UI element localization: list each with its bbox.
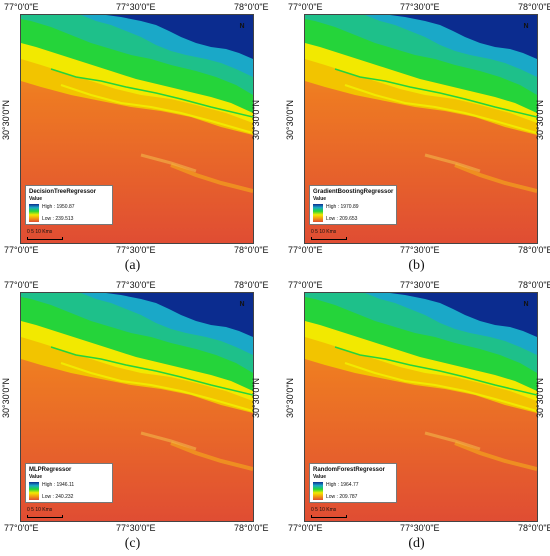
- map-panel: 77°0'0"E 77°30'0"E 78°0'0"E 30°30'0"N N: [284, 0, 550, 275]
- lat-tick-left: 30°30'0"N: [285, 99, 295, 140]
- scale-bar-line: [311, 237, 347, 240]
- scale-bar-label: 0 5 10 Kms: [311, 229, 337, 235]
- legend-color-ramp: [313, 482, 323, 500]
- legend-low: Low : 239.513: [42, 216, 74, 222]
- map-panel: 77°0'0"E 77°30'0"E 78°0'0"E 30°30'0"N N: [284, 278, 550, 553]
- legend-high: High : 1970.89: [326, 204, 359, 210]
- scale-bar-label: 0 5 10 Kms: [311, 507, 337, 513]
- legend-low: Low : 209.653: [326, 216, 358, 222]
- legend: MLPRegressor Value High : 1946.11 Low : …: [25, 463, 113, 503]
- elevation-raster: [21, 15, 253, 243]
- north-arrow-icon: N: [521, 23, 531, 43]
- lon-tick-top-middle: 77°30'0"E: [116, 2, 156, 12]
- north-arrow-icon: N: [237, 301, 247, 321]
- scale-bar: 0 5 10 Kms: [27, 229, 87, 243]
- lon-tick-top-right: 78°0'0"E: [518, 2, 550, 12]
- legend-low: Low : 209.787: [326, 494, 358, 500]
- legend-title: GradientBoostingRegressor: [313, 189, 394, 195]
- legend-title: RandomForestRegressor: [313, 467, 386, 473]
- legend-high: High : 1964.77: [326, 482, 359, 488]
- lon-tick-top-middle: 77°30'0"E: [400, 2, 440, 12]
- lon-tick-top-right: 78°0'0"E: [234, 280, 269, 290]
- legend-color-ramp: [313, 204, 323, 222]
- panel-caption: (b): [408, 258, 425, 273]
- legend: DecisionTreeRegressor Value High : 1950.…: [25, 185, 113, 225]
- lon-tick-bottom-middle: 77°30'0"E: [116, 245, 156, 255]
- lon-tick-bottom-right: 78°0'0"E: [234, 523, 269, 533]
- lon-tick-bottom-left: 77°0'0"E: [4, 523, 39, 533]
- legend-title: DecisionTreeRegressor: [29, 189, 97, 195]
- map-panel: 77°0'0"E 77°30'0"E 78°0'0"E 30°30'0"N N: [0, 0, 269, 275]
- legend-value-label: Value: [313, 474, 327, 480]
- lon-tick-bottom-left: 77°0'0"E: [4, 245, 39, 255]
- north-letter: N: [523, 23, 529, 30]
- north-arrow-icon: N: [237, 23, 247, 43]
- legend-value-label: Value: [29, 196, 43, 202]
- map-panel: 77°0'0"E 77°30'0"E 78°0'0"E 30°30'0"N N: [0, 278, 269, 553]
- lon-tick-bottom-right: 78°0'0"E: [518, 245, 550, 255]
- lat-tick-left: 30°30'0"N: [285, 377, 295, 418]
- legend-title: MLPRegressor: [29, 467, 72, 473]
- elevation-raster: [21, 293, 253, 521]
- scale-bar: 0 5 10 Kms: [311, 229, 371, 243]
- legend: RandomForestRegressor Value High : 1964.…: [309, 463, 397, 503]
- lon-tick-top-middle: 77°30'0"E: [400, 280, 440, 290]
- north-letter: N: [239, 23, 245, 30]
- legend-color-ramp: [29, 482, 39, 500]
- lon-tick-top-left: 77°0'0"E: [288, 280, 323, 290]
- scale-bar-line: [27, 237, 63, 240]
- scale-bar-label: 0 5 10 Kms: [27, 229, 53, 235]
- map-frame: N DecisionTreeRegressor Value High : 195…: [20, 14, 254, 244]
- lat-tick-right: 30°30'0"N: [251, 99, 261, 140]
- map-frame: N GradientBoostingRegressor Value High :…: [304, 14, 538, 244]
- map-frame: N MLPRegressor Value High : 1946.11 Low …: [20, 292, 254, 522]
- map-frame: N RandomForestRegressor Value High : 196…: [304, 292, 538, 522]
- lon-tick-bottom-middle: 77°30'0"E: [116, 523, 156, 533]
- lon-tick-bottom-middle: 77°30'0"E: [400, 245, 440, 255]
- lat-tick-right: 30°30'0"N: [535, 377, 545, 418]
- scale-bar-label: 0 5 10 Kms: [27, 507, 53, 513]
- panel-caption: (c): [124, 536, 141, 551]
- scale-bar-line: [311, 515, 347, 518]
- lat-tick-left: 30°30'0"N: [1, 99, 11, 140]
- lon-tick-top-middle: 77°30'0"E: [116, 280, 156, 290]
- lat-tick-right: 30°30'0"N: [251, 377, 261, 418]
- lon-tick-bottom-left: 77°0'0"E: [288, 245, 323, 255]
- panel-caption: (d): [408, 536, 425, 551]
- lon-tick-bottom-middle: 77°30'0"E: [400, 523, 440, 533]
- north-arrow-icon: N: [521, 301, 531, 321]
- north-letter: N: [523, 301, 529, 308]
- lon-tick-bottom-right: 78°0'0"E: [518, 523, 550, 533]
- lon-tick-bottom-right: 78°0'0"E: [234, 245, 269, 255]
- lon-tick-top-right: 78°0'0"E: [234, 2, 269, 12]
- lon-tick-top-left: 77°0'0"E: [4, 2, 39, 12]
- scale-bar: 0 5 10 Kms: [311, 507, 371, 521]
- legend-high: High : 1946.11: [42, 482, 75, 488]
- lat-tick-right: 30°30'0"N: [535, 99, 545, 140]
- lon-tick-top-left: 77°0'0"E: [288, 2, 323, 12]
- lon-tick-bottom-left: 77°0'0"E: [288, 523, 323, 533]
- north-letter: N: [239, 301, 245, 308]
- legend-value-label: Value: [313, 196, 327, 202]
- lon-tick-top-left: 77°0'0"E: [4, 280, 39, 290]
- legend-low: Low : 240.232: [42, 494, 74, 500]
- legend-color-ramp: [29, 204, 39, 222]
- legend: GradientBoostingRegressor Value High : 1…: [309, 185, 397, 225]
- legend-value-label: Value: [29, 474, 43, 480]
- panel-caption: (a): [124, 258, 141, 273]
- lon-tick-top-right: 78°0'0"E: [518, 280, 550, 290]
- legend-high: High : 1950.87: [42, 204, 75, 210]
- lat-tick-left: 30°30'0"N: [1, 377, 11, 418]
- scale-bar: 0 5 10 Kms: [27, 507, 87, 521]
- scale-bar-line: [27, 515, 63, 518]
